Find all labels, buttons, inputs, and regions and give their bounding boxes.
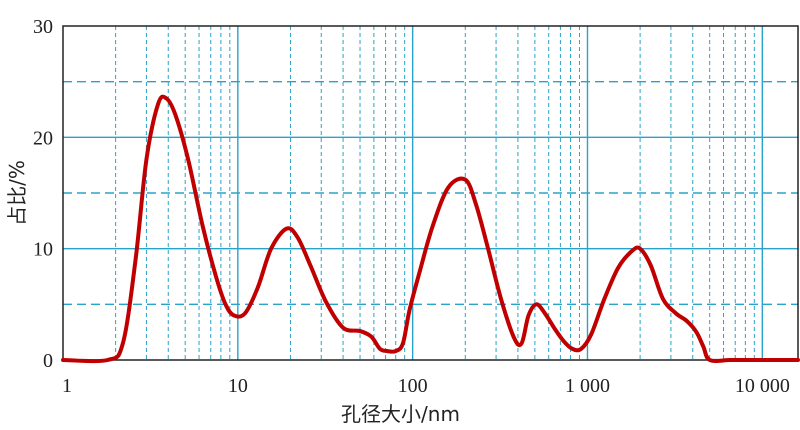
x-tick-label: 10 000: [735, 375, 790, 397]
x-tick-label: 100: [398, 375, 428, 397]
distribution-line: [61, 94, 800, 364]
y-tick-label: 10: [33, 239, 53, 261]
y-tick-label: 0: [43, 350, 53, 372]
tick-labels: 1 10 100 1 000 10 000 0 10 20 30: [33, 16, 790, 397]
x-tick-label: 1: [62, 375, 72, 397]
y-axis-title: 占比/%: [5, 160, 29, 226]
plot-frame: [62, 25, 799, 361]
series-layer: [61, 94, 800, 364]
grid: [63, 26, 798, 360]
x-tick-label: 10: [228, 375, 248, 397]
x-tick-label: 1 000: [565, 375, 610, 397]
y-tick-label: 30: [33, 16, 53, 38]
y-tick-label: 20: [33, 127, 53, 149]
x-axis-title: 孔径大小/nm: [341, 402, 460, 426]
